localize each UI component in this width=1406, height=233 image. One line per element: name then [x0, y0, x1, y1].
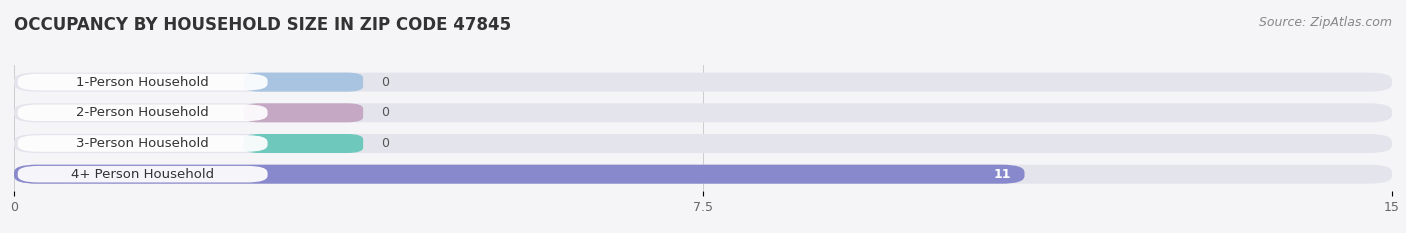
FancyBboxPatch shape — [14, 73, 1392, 92]
Text: 2-Person Household: 2-Person Household — [76, 106, 209, 119]
Text: Source: ZipAtlas.com: Source: ZipAtlas.com — [1258, 16, 1392, 29]
FancyBboxPatch shape — [243, 73, 363, 92]
FancyBboxPatch shape — [14, 165, 1025, 184]
Text: 0: 0 — [381, 137, 389, 150]
Text: 11: 11 — [993, 168, 1011, 181]
FancyBboxPatch shape — [18, 135, 267, 152]
FancyBboxPatch shape — [243, 103, 363, 122]
FancyBboxPatch shape — [243, 134, 363, 153]
Text: 3-Person Household: 3-Person Household — [76, 137, 209, 150]
Text: OCCUPANCY BY HOUSEHOLD SIZE IN ZIP CODE 47845: OCCUPANCY BY HOUSEHOLD SIZE IN ZIP CODE … — [14, 16, 512, 34]
FancyBboxPatch shape — [18, 74, 267, 90]
FancyBboxPatch shape — [18, 166, 267, 182]
Text: 4+ Person Household: 4+ Person Household — [72, 168, 214, 181]
FancyBboxPatch shape — [18, 105, 267, 121]
FancyBboxPatch shape — [14, 134, 1392, 153]
Text: 0: 0 — [381, 76, 389, 89]
FancyBboxPatch shape — [14, 165, 1392, 184]
FancyBboxPatch shape — [14, 103, 1392, 122]
Text: 1-Person Household: 1-Person Household — [76, 76, 209, 89]
Text: 0: 0 — [381, 106, 389, 119]
